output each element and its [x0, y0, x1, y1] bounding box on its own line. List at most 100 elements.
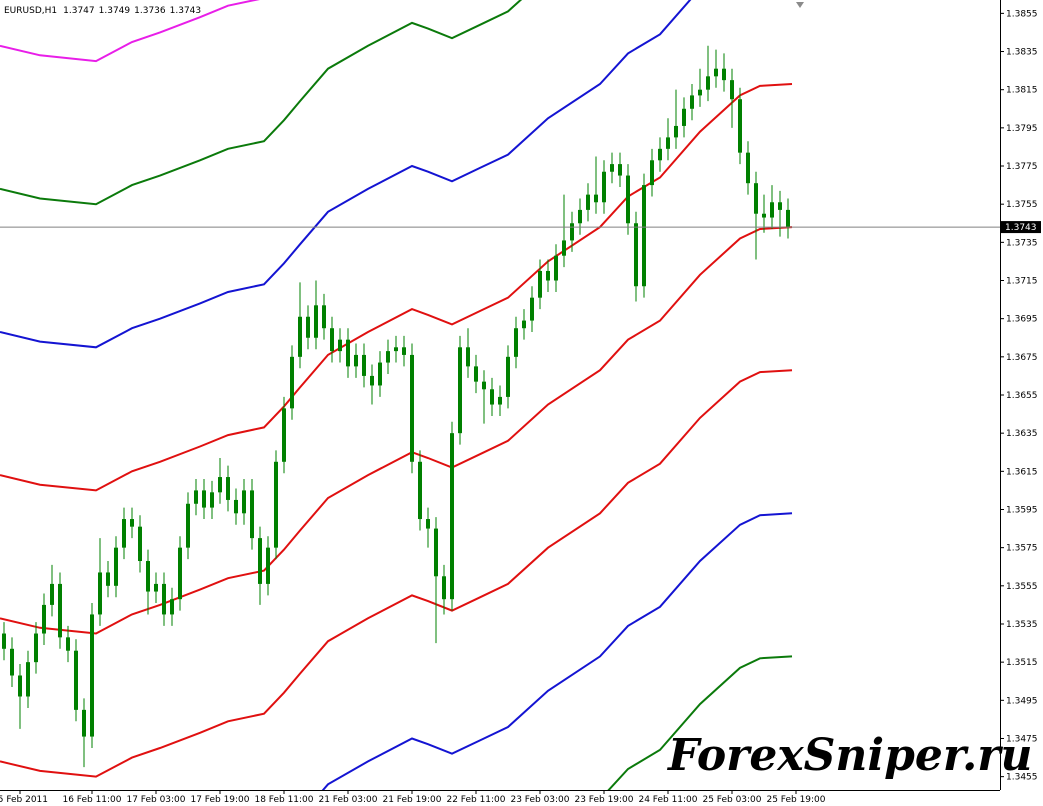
candle-body	[290, 356, 294, 409]
candle-body	[554, 255, 558, 281]
candle-body	[306, 316, 310, 338]
y-tick-label: 1.3615	[1006, 467, 1038, 477]
candle-body	[762, 213, 766, 218]
candle-body	[610, 164, 614, 172]
y-tick-label: 1.3835	[1006, 48, 1038, 58]
x-tick-label: 23 Feb 03:00	[510, 795, 569, 805]
candle-body	[490, 389, 494, 405]
bid-label: 1.3743	[1005, 223, 1037, 233]
candle-body	[474, 366, 478, 382]
envelope-line	[321, 512, 793, 790]
candle-body	[730, 80, 734, 100]
candle-body	[282, 408, 286, 462]
candle-body	[370, 375, 374, 386]
candle-body	[106, 572, 110, 586]
candle-body	[378, 362, 382, 386]
x-tick-label: 15 Feb 2011	[0, 795, 48, 805]
watermark: ForexSniper.ru	[666, 730, 1032, 781]
candle-body	[314, 305, 318, 338]
candle-body	[538, 270, 542, 298]
candle-body	[578, 209, 582, 224]
candle-body	[594, 194, 598, 203]
symbol: EURUSD,H1	[4, 6, 57, 16]
header-open: 1.3747	[63, 6, 95, 16]
y-tick-label: 1.3855	[1006, 9, 1038, 19]
candle-body	[426, 519, 430, 529]
candle-body	[82, 709, 86, 737]
candle-body	[458, 347, 462, 434]
header-close: 1.3743	[170, 6, 202, 16]
candle-body	[466, 347, 470, 367]
candle-body	[522, 320, 526, 329]
envelope-line	[607, 655, 793, 790]
candle-body	[34, 633, 38, 663]
candle-body	[194, 490, 198, 504]
shift-marker	[796, 2, 804, 8]
candle-body	[18, 675, 22, 697]
envelope-line	[0, 0, 260, 63]
x-tick-label: 23 Feb 19:00	[574, 795, 633, 805]
candle-body	[506, 356, 510, 397]
candle-body	[338, 339, 342, 352]
y-tick-label: 1.3655	[1006, 391, 1038, 401]
envelope-line	[0, 369, 793, 778]
candle-body	[738, 99, 742, 153]
candle-body	[50, 583, 54, 605]
candle-body	[778, 202, 782, 210]
candle-body	[138, 526, 142, 562]
candle-body	[234, 499, 238, 514]
candle-body	[26, 662, 30, 697]
x-tick-label: 18 Feb 11:00	[254, 795, 313, 805]
y-tick-label: 1.3735	[1006, 238, 1038, 248]
candle-body	[626, 175, 630, 224]
candle-body	[274, 461, 278, 548]
candle-body	[682, 108, 686, 126]
candle-body	[154, 583, 158, 592]
y-tick-label: 1.3575	[1006, 544, 1038, 554]
candle-body	[242, 490, 246, 514]
y-tick-label: 1.3595	[1006, 505, 1038, 515]
candle-body	[146, 561, 150, 592]
candle-body	[330, 328, 334, 352]
y-tick-label: 1.3555	[1006, 582, 1038, 592]
candle-body	[114, 547, 118, 586]
candle-body	[74, 650, 78, 710]
y-tick-label: 1.3495	[1006, 696, 1038, 706]
candle-body	[586, 194, 590, 210]
candle-body	[698, 89, 702, 96]
candle-body	[786, 209, 790, 228]
y-tick-label: 1.3635	[1006, 429, 1038, 439]
y-tick-label: 1.3715	[1006, 277, 1038, 287]
candle-body	[130, 519, 134, 527]
candle-body	[418, 461, 422, 520]
candle-body	[178, 547, 182, 600]
candle-body	[450, 433, 454, 600]
candle-body	[210, 492, 214, 508]
candle-body	[250, 490, 254, 539]
candle-body	[634, 223, 638, 287]
candle-body	[10, 648, 14, 676]
candle-body	[570, 223, 574, 241]
x-tick-label: 24 Feb 11:00	[638, 795, 697, 805]
y-tick-label: 1.3535	[1006, 620, 1038, 630]
y-tick-label: 1.3515	[1006, 658, 1038, 668]
x-tick-label: 25 Feb 03:00	[702, 795, 761, 805]
candle-body	[602, 171, 606, 203]
candle-body	[42, 604, 46, 634]
candle-body	[322, 305, 326, 329]
candle-body	[642, 185, 646, 287]
candle-body	[498, 396, 502, 405]
candle-body	[266, 547, 270, 584]
x-tick-label: 22 Feb 11:00	[446, 795, 505, 805]
bid-label-box	[1001, 221, 1041, 234]
candle-body	[562, 240, 566, 256]
y-tick-label: 1.3775	[1006, 162, 1038, 172]
x-tick-label: 17 Feb 19:00	[190, 795, 249, 805]
header-low: 1.3736	[134, 6, 166, 16]
candle-body	[650, 160, 654, 186]
envelope-line	[0, 83, 793, 492]
y-tick-label: 1.3695	[1006, 315, 1038, 325]
